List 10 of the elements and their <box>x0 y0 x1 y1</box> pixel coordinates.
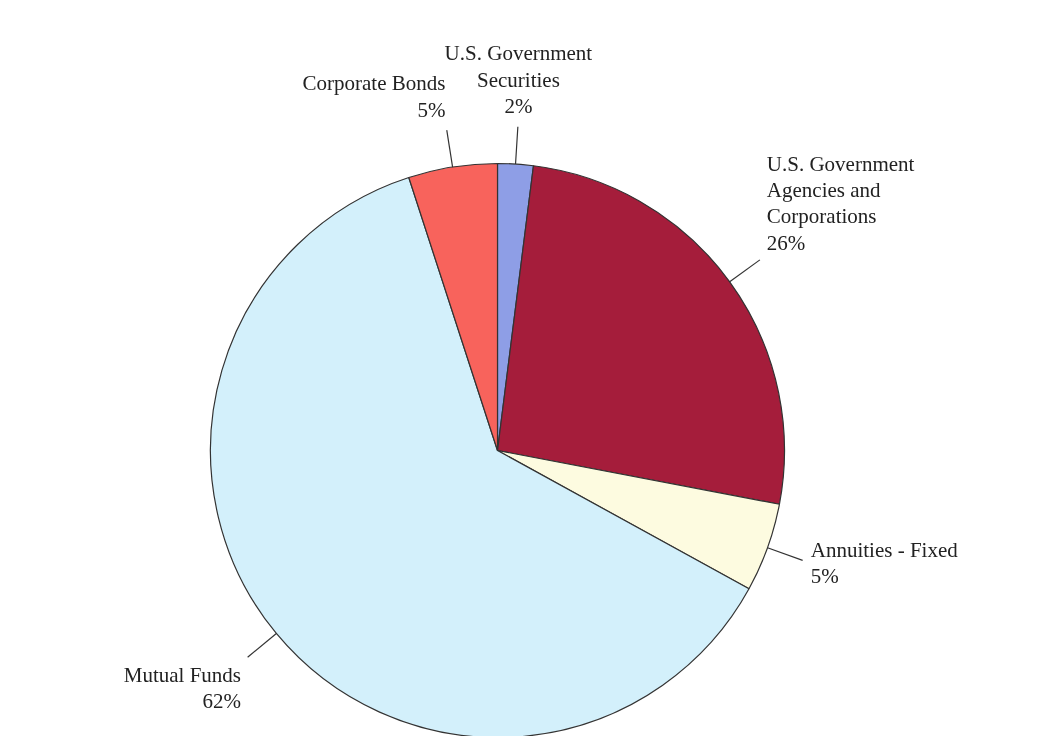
data-label: 5% <box>810 564 839 589</box>
slice-label: Annuities - Fixed <box>810 538 959 563</box>
slice-label: Corporate Bonds <box>302 71 446 96</box>
slice-label: U.S. Government Securities <box>444 41 593 92</box>
data-label: 62% <box>202 689 241 714</box>
data-label: 5% <box>417 97 446 122</box>
slice-label: U.S. Government Agencies and Corporations <box>766 151 915 229</box>
data-label: 26% <box>766 230 806 255</box>
data-label: 2% <box>504 94 533 119</box>
slice-label: Mutual Funds <box>123 662 241 687</box>
